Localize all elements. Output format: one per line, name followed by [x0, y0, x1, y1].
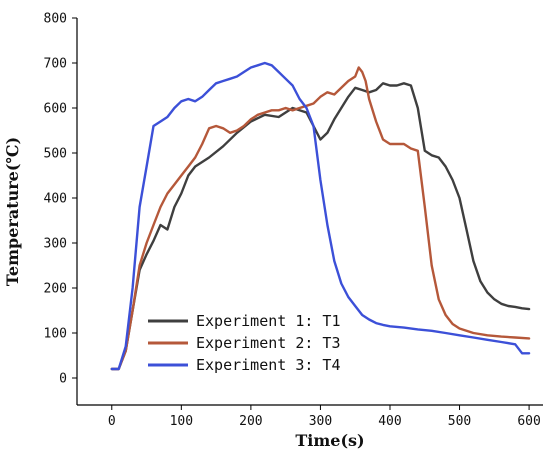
y-axis-title: Temperature(℃) — [3, 137, 22, 286]
axes: 0 100 200 300 400 500 600 0 100 200 300 400 500 600 70… — [44, 12, 543, 429]
legend-label-2: Experiment 2: T3 — [196, 334, 341, 352]
y-tick-label-600: 600 — [44, 102, 67, 117]
y-tick-label-800: 800 — [44, 12, 67, 27]
y-tick-label-700: 700 — [44, 57, 67, 72]
series-layer — [110, 61, 531, 371]
x-tick-label-0: 0 — [108, 414, 116, 429]
series-line-2 — [110, 66, 531, 371]
legend: Experiment 1: T1 Experiment 2: T3 Experime… — [148, 312, 341, 374]
x-tick-label-100: 100 — [170, 414, 193, 429]
y-tick-label-400: 400 — [44, 192, 67, 207]
legend-label-1: Experiment 1: T1 — [196, 312, 341, 330]
legend-label-3: Experiment 3: T4 — [196, 356, 341, 374]
x-tick-label-200: 200 — [239, 414, 262, 429]
x-axis-title: Time(s) — [295, 431, 364, 450]
x-tick-label-300: 300 — [309, 414, 332, 429]
y-tick-label-100: 100 — [44, 327, 67, 342]
y-tick-label-500: 500 — [44, 147, 67, 162]
series-line-1 — [110, 82, 531, 371]
x-tick-label-400: 400 — [378, 414, 401, 429]
x-tick-label-600: 600 — [517, 414, 540, 429]
y-tick-label-300: 300 — [44, 237, 67, 252]
y-tick-label-200: 200 — [44, 282, 67, 297]
y-tick-label-0: 0 — [59, 372, 67, 387]
x-tick-label-500: 500 — [448, 414, 471, 429]
series-line-3 — [110, 61, 531, 371]
